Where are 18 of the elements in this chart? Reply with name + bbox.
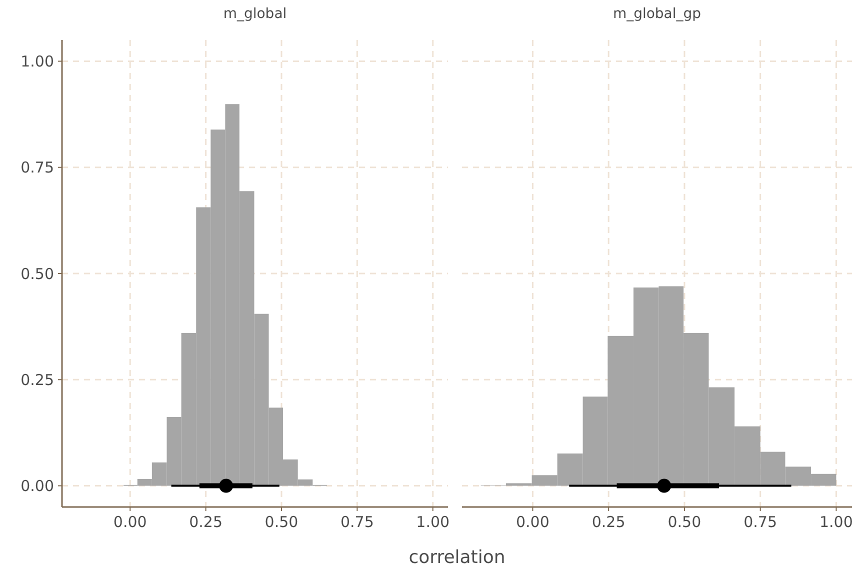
x-tick-label: 1.00 xyxy=(416,513,450,531)
y-tick-label: 0.00 xyxy=(20,477,54,496)
x-axis-title: correlation xyxy=(408,547,506,568)
x-tick-label: 0.25 xyxy=(592,513,626,531)
x-tick-label: 0.50 xyxy=(264,513,298,531)
y-tick-label: 1.00 xyxy=(20,52,54,70)
x-tick-label: 1.00 xyxy=(820,513,853,531)
y-tick-label: 0.75 xyxy=(20,158,54,177)
x-tick-label: 0.00 xyxy=(516,513,550,531)
y-tick-label: 0.25 xyxy=(20,370,54,389)
x-tick-label: 0.50 xyxy=(668,513,702,531)
x-tick-label: 0.75 xyxy=(340,513,374,531)
chart-title: m_global_gp xyxy=(612,6,702,22)
x-tick-label: 0.00 xyxy=(113,513,147,531)
x-tick-label: 0.75 xyxy=(744,513,778,531)
x-tick-label: 0.25 xyxy=(189,513,223,531)
y-tick-label: 0.50 xyxy=(20,264,54,283)
chart-title: m_global xyxy=(223,6,287,22)
